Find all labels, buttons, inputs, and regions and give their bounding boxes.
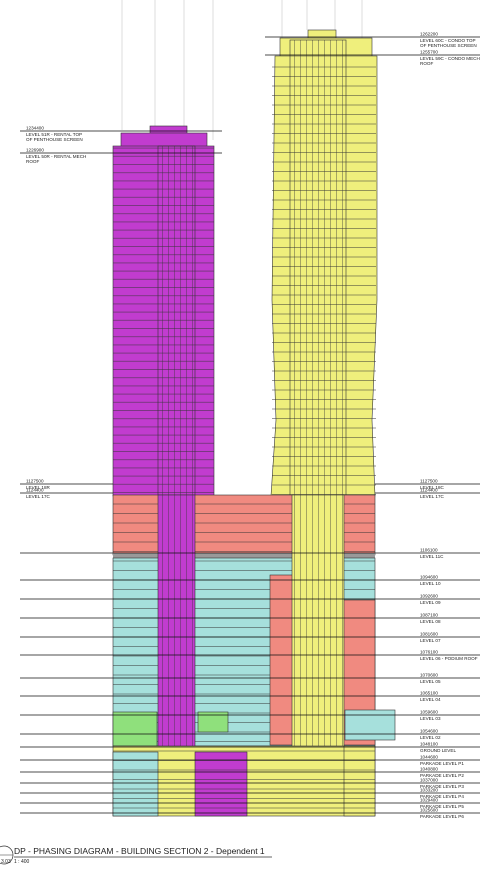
level-elevation: 1092600 — [420, 594, 438, 599]
level-name: LEVEL 02 — [420, 735, 441, 740]
level-name: LEVEL 17C — [26, 494, 51, 499]
level-name: ROOF — [420, 61, 433, 66]
level-name: LEVEL 50R - RENTAL MECH — [26, 154, 86, 159]
level-name: LEVEL 09 — [420, 600, 441, 605]
parkade — [112, 745, 376, 817]
level-elevation: 1127500 — [420, 479, 438, 484]
level-name: PARKADE LEVEL P3 — [420, 784, 464, 789]
rental-tower — [112, 125, 215, 497]
level-name: LEVEL 06 - PODIUM ROOF — [420, 656, 478, 661]
level-name: LEVEL 03 — [420, 716, 441, 721]
level-name: PARKADE LEVEL P5 — [420, 804, 464, 809]
level-name: LEVEL 17C — [420, 494, 445, 499]
level-name: LEVEL 10 — [420, 581, 441, 586]
level-name: LEVEL 11C — [420, 554, 444, 559]
level-name: LEVEL 04 — [420, 697, 441, 702]
level-name: LEVEL 59C - CONDO MECH — [420, 56, 480, 61]
level-name: PARKADE LEVEL P2 — [420, 773, 464, 778]
level-elevation: 1025600 — [420, 808, 438, 813]
grid-lines — [121, 0, 363, 140]
condo-tower — [270, 29, 378, 497]
level-elevation: 1029400 — [420, 798, 438, 803]
level-name: LEVEL 60C - CONDO TOP — [420, 38, 476, 43]
level-elevation: 1226900 — [26, 148, 44, 153]
footer: DP - PHASING DIAGRAM - BUILDING SECTION … — [0, 845, 272, 865]
level-elevation: 1106100 — [420, 548, 438, 553]
level-elevation: 1081600 — [420, 632, 438, 637]
level-elevation: 1070600 — [420, 673, 438, 678]
level-name: PARKADE LEVEL P4 — [420, 794, 464, 799]
sheet-number: 3.03 — [1, 859, 11, 865]
level-elevation: 1065100 — [420, 691, 438, 696]
level-elevation: 1124400 — [420, 488, 438, 493]
level-elevation: 1127500 — [26, 479, 44, 484]
level-name: LEVEL 18R — [26, 485, 51, 490]
level-elevation: 1124400 — [26, 488, 44, 493]
level-elevation: 1094600 — [420, 575, 438, 580]
level-elevation: 1262200 — [420, 32, 438, 37]
level-name: OF PENTHOUSE SCREEN — [26, 137, 83, 142]
level-name: PARKADE LEVEL P1 — [420, 761, 464, 766]
level-elevation: 1044600 — [420, 755, 438, 760]
level-elevation: 1033200 — [420, 788, 438, 793]
level-name: ROOF — [26, 159, 39, 164]
footer-title: DP - PHASING DIAGRAM - BUILDING SECTION … — [14, 846, 265, 856]
level-name: GROUND LEVEL — [420, 748, 456, 753]
level-elevation: 1087100 — [420, 613, 438, 618]
level-elevation: 1255700 — [420, 50, 438, 55]
level-name: OF PENTHOUSE SCREEN — [420, 43, 477, 48]
level-name: LEVEL 18C — [420, 485, 445, 490]
level-elevation: 1037000 — [420, 778, 438, 783]
level-elevation: 1234400 — [26, 126, 44, 131]
level-elevation: 1054600 — [420, 729, 438, 734]
level-elevation: 1076100 — [420, 650, 438, 655]
level-elevation: 1048100 — [420, 742, 438, 747]
level-name: LEVEL 51R - RENTAL TOP — [26, 132, 82, 137]
scale: 1 : 400 — [14, 859, 30, 865]
level-elevation: 1040800 — [420, 767, 438, 772]
level-name: PARKADE LEVEL P6 — [420, 814, 464, 819]
level-name: LEVEL 07 — [420, 638, 441, 643]
level-elevation: 1059600 — [420, 710, 438, 715]
level-name: LEVEL 05 — [420, 679, 441, 684]
level-name: LEVEL 08 — [420, 619, 441, 624]
lower-podium — [112, 557, 396, 747]
